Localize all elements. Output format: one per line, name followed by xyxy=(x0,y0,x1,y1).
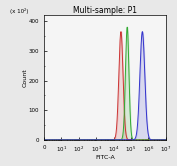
Title: Multi-sample: P1: Multi-sample: P1 xyxy=(73,5,137,15)
Y-axis label: Count: Count xyxy=(22,68,27,87)
Text: (x 10²): (x 10²) xyxy=(10,8,28,14)
X-axis label: FITC-A: FITC-A xyxy=(95,155,115,161)
